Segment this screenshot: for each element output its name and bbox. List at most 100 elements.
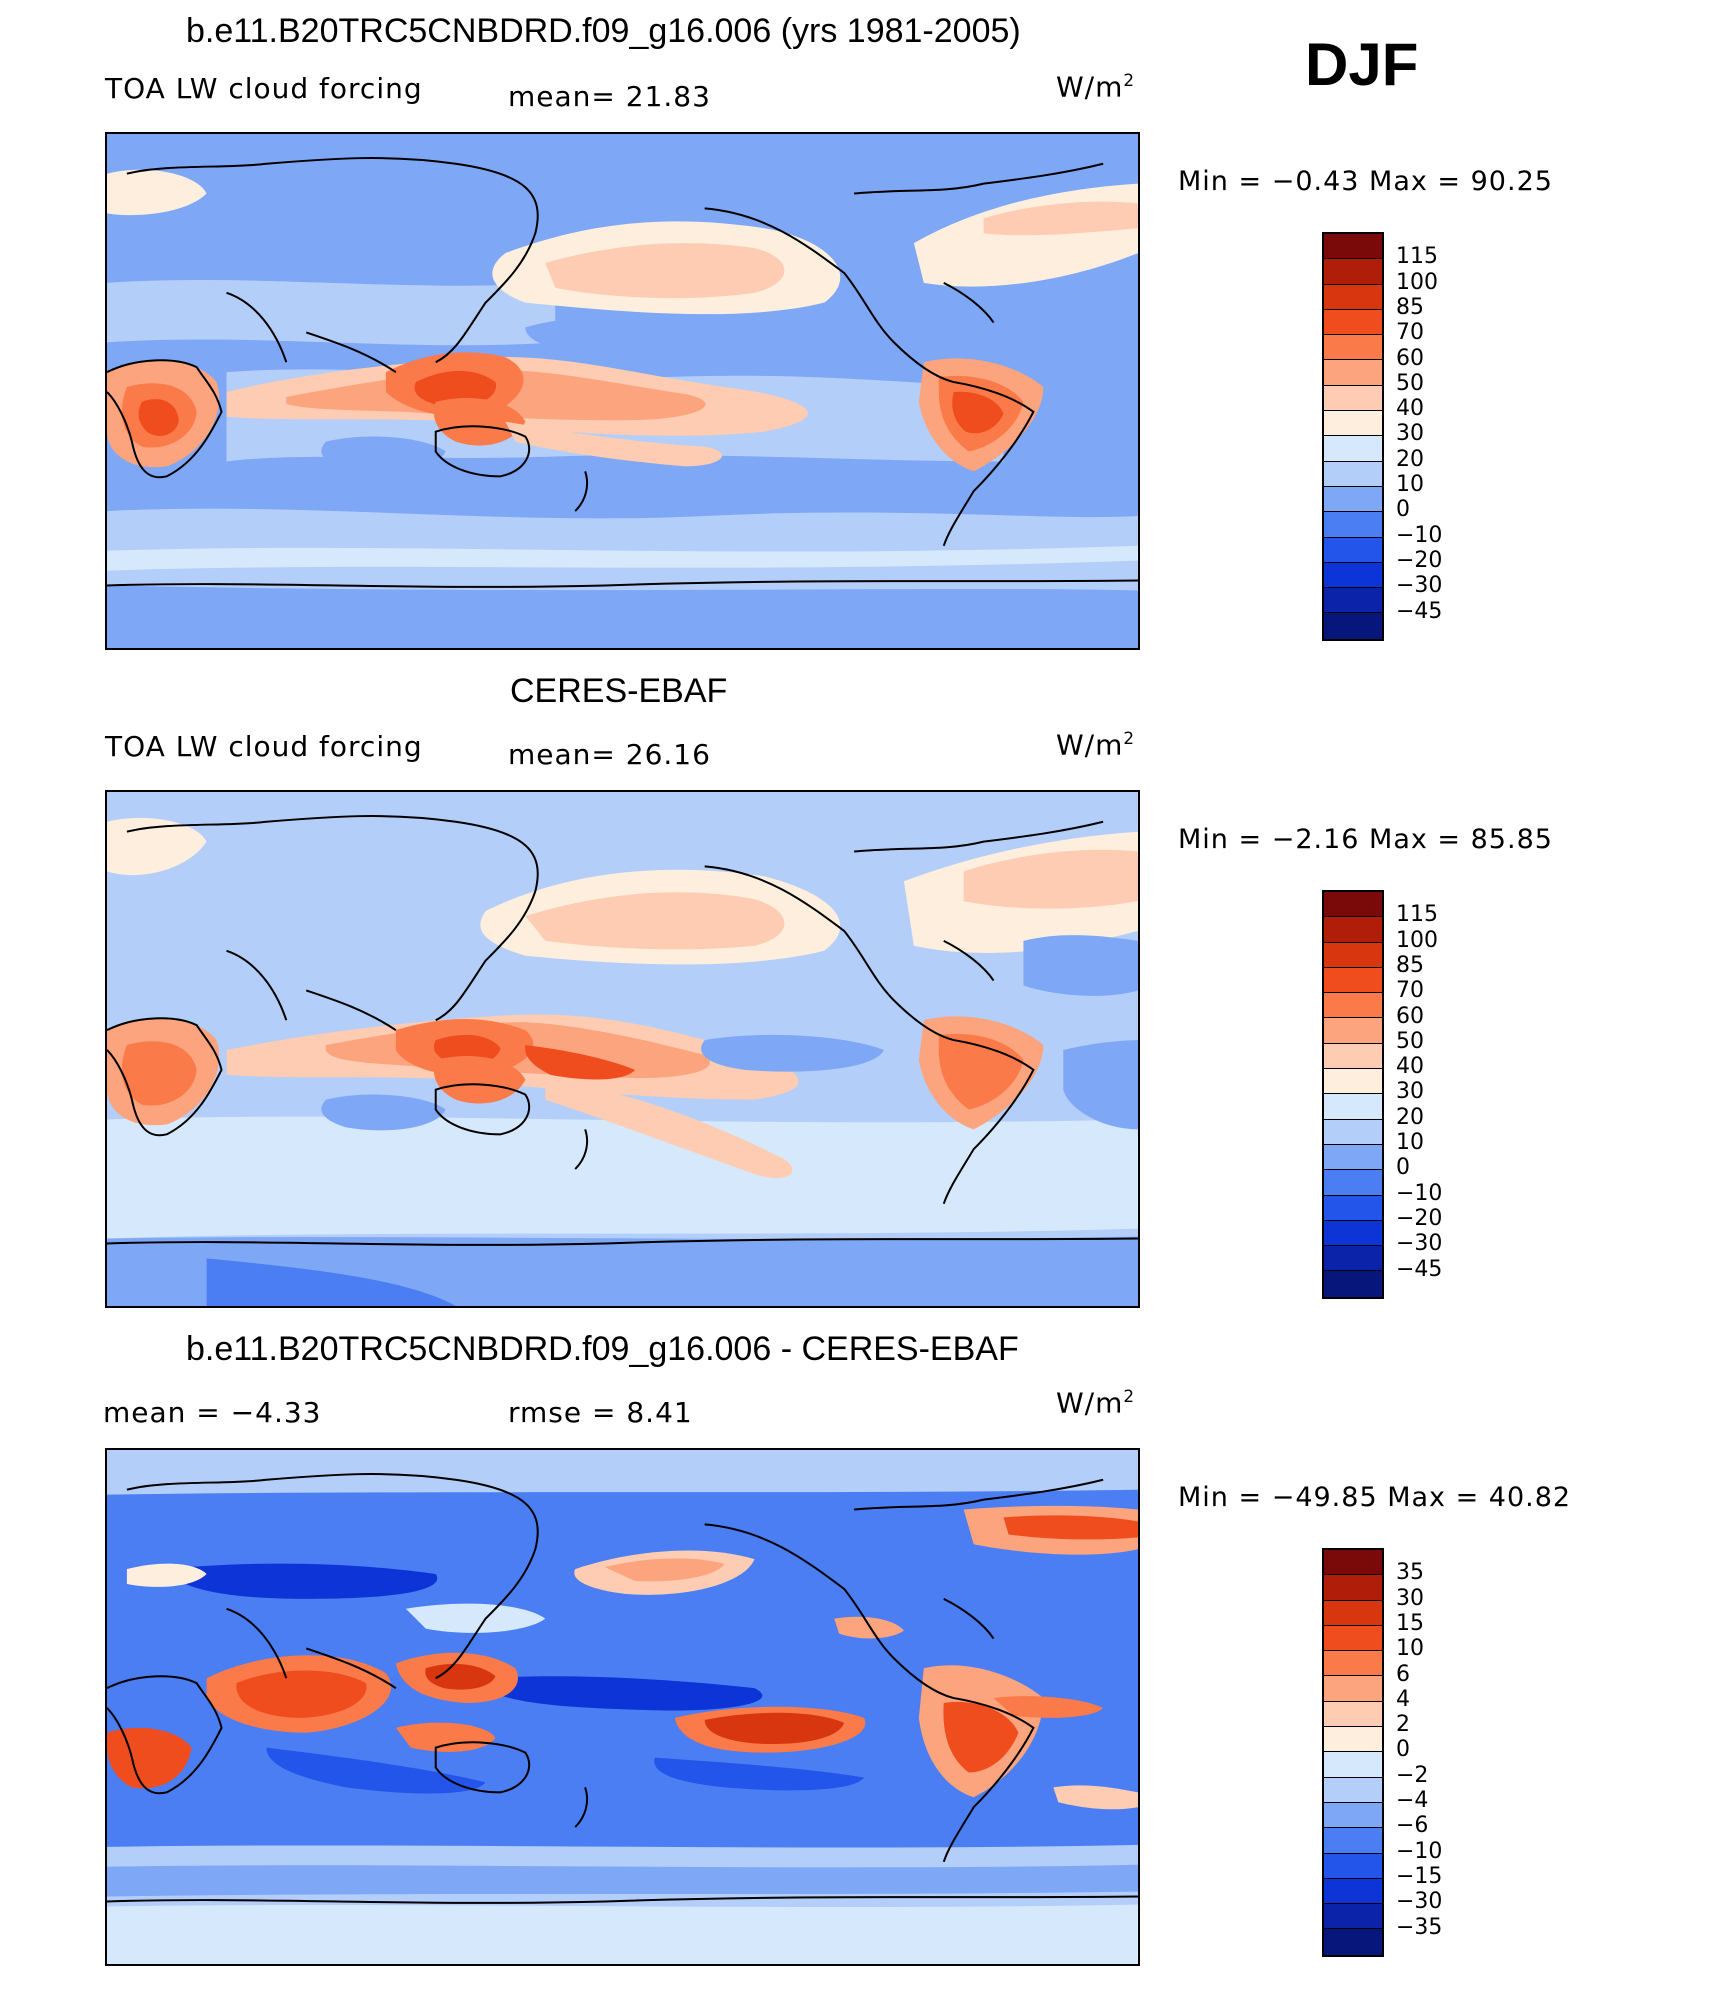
colorbar-swatch: [1324, 385, 1382, 412]
colorbar-swatch: [1324, 1043, 1382, 1070]
colorbar-tick-label: −10: [1396, 1838, 1443, 1864]
panel-1-variable-label: TOA LW cloud forcing: [105, 72, 423, 105]
colorbar-swatch: [1324, 1600, 1382, 1626]
colorbar-swatch: [1324, 1802, 1382, 1829]
colorbar-tick-label: 60: [1396, 345, 1424, 371]
panel-1-units: W/m2: [1056, 70, 1136, 104]
colorbar-swatch: [1324, 1853, 1382, 1879]
colorbar-swatch: [1324, 892, 1382, 918]
colorbar-swatch: [1324, 335, 1382, 361]
colorbar-swatch: [1324, 588, 1382, 614]
colorbar-swatch: [1324, 942, 1382, 968]
colorbar-swatch: [1324, 1144, 1382, 1171]
colorbar-swatch: [1324, 917, 1382, 943]
colorbar-tick-label: 35: [1396, 1560, 1424, 1586]
colorbar-tick-label: 10: [1396, 1636, 1424, 1662]
colorbar-swatch: [1324, 1575, 1382, 1601]
panel-2-title: CERES-EBAF: [510, 672, 728, 710]
colorbar-swatch: [1324, 613, 1382, 639]
panel-2-colorbar: [1322, 890, 1384, 1299]
panel-1-colorbar: [1322, 232, 1384, 641]
panel-3-rmse: rmse = 8.41: [508, 1396, 693, 1429]
colorbar-tick-label: 115: [1396, 244, 1438, 270]
colorbar-swatch: [1324, 1119, 1382, 1145]
colorbar-swatch: [1324, 1651, 1382, 1677]
colorbar-tick-label: 40: [1396, 396, 1424, 422]
colorbar-tick-label: 100: [1396, 927, 1438, 953]
colorbar-swatch: [1324, 1828, 1382, 1854]
colorbar-swatch: [1324, 1676, 1382, 1702]
colorbar-swatch: [1324, 1220, 1382, 1247]
colorbar-tick-label: −4: [1396, 1788, 1429, 1813]
colorbar-swatch: [1324, 1727, 1382, 1753]
colorbar-tick-label: 0: [1396, 497, 1410, 523]
colorbar-swatch: [1324, 1777, 1382, 1803]
panel-3-minmax: Min = −49.85 Max = 40.82: [1178, 1482, 1572, 1513]
panel-2-units: W/m2: [1056, 728, 1136, 762]
colorbar-swatch: [1324, 1878, 1382, 1905]
panel-3-title: b.e11.B20TRC5CNBDRD.f09_g16.006 - CERES-…: [186, 1330, 1019, 1368]
colorbar-tick-label: 60: [1396, 1003, 1424, 1029]
colorbar-tick-label: −30: [1396, 573, 1443, 599]
colorbar-swatch: [1324, 1550, 1382, 1576]
panel-3-colorbar: [1322, 1548, 1384, 1957]
colorbar-tick-label: 100: [1396, 269, 1438, 295]
colorbar-swatch: [1324, 1018, 1382, 1044]
panel-3-units: W/m2: [1056, 1386, 1136, 1420]
colorbar-tick-label: −10: [1396, 522, 1443, 548]
colorbar-swatch: [1324, 1246, 1382, 1272]
colorbar-tick-label: 70: [1396, 978, 1424, 1004]
colorbar-swatch: [1324, 1094, 1382, 1120]
colorbar-swatch: [1324, 259, 1382, 285]
colorbar-swatch: [1324, 1929, 1382, 1955]
colorbar-tick-label: 40: [1396, 1054, 1424, 1080]
colorbar-swatch: [1324, 1752, 1382, 1778]
colorbar-swatch: [1324, 436, 1382, 462]
colorbar-tick-label: 50: [1396, 370, 1424, 396]
colorbar-swatch: [1324, 1069, 1382, 1095]
colorbar-tick-label: −45: [1396, 598, 1443, 624]
colorbar-tick-label: 20: [1396, 1104, 1424, 1130]
colorbar-tick-label: 10: [1396, 472, 1424, 497]
colorbar-tick-label: 85: [1396, 952, 1424, 978]
panel-3-mean: mean = −4.33: [103, 1396, 322, 1429]
panel-1-mean: mean= 21.83: [508, 80, 711, 113]
panel-2-minmax: Min = −2.16 Max = 85.85: [1178, 824, 1553, 855]
colorbar-swatch: [1324, 486, 1382, 513]
colorbar-swatch: [1324, 1195, 1382, 1221]
colorbar-tick-label: −35: [1396, 1914, 1443, 1940]
panel-2-variable-label: TOA LW cloud forcing: [105, 730, 423, 763]
colorbar-swatch: [1324, 562, 1382, 589]
colorbar-swatch: [1324, 967, 1382, 994]
panel-1-field: [107, 134, 1138, 648]
colorbar-tick-label: 30: [1396, 1585, 1424, 1611]
colorbar-swatch: [1324, 993, 1382, 1019]
colorbar-tick-label: 30: [1396, 1079, 1424, 1105]
colorbar-swatch: [1324, 537, 1382, 563]
panel-3-field: [107, 1450, 1138, 1964]
colorbar-swatch: [1324, 1271, 1382, 1297]
colorbar-tick-label: 2: [1396, 1712, 1410, 1738]
colorbar-tick-label: 85: [1396, 294, 1424, 320]
panel-2-mean: mean= 26.16: [508, 738, 711, 771]
panel-2-map: [105, 790, 1140, 1308]
colorbar-swatch: [1324, 234, 1382, 260]
colorbar-tick-label: −30: [1396, 1889, 1443, 1915]
colorbar-tick-label: 4: [1396, 1686, 1410, 1712]
colorbar-swatch: [1324, 1170, 1382, 1196]
colorbar-tick-label: −45: [1396, 1256, 1443, 1282]
colorbar-swatch: [1324, 461, 1382, 487]
colorbar-swatch: [1324, 512, 1382, 538]
colorbar-tick-label: 0: [1396, 1737, 1410, 1763]
colorbar-tick-label: −15: [1396, 1863, 1443, 1889]
colorbar-swatch: [1324, 360, 1382, 386]
colorbar-swatch: [1324, 1625, 1382, 1652]
panel-3-map: [105, 1448, 1140, 1966]
colorbar-tick-label: 6: [1396, 1661, 1410, 1687]
colorbar-swatch: [1324, 1904, 1382, 1930]
colorbar-tick-label: 20: [1396, 446, 1424, 472]
colorbar-tick-label: 70: [1396, 320, 1424, 346]
colorbar-tick-label: 30: [1396, 421, 1424, 447]
colorbar-tick-label: −30: [1396, 1231, 1443, 1257]
panel-2-field: [107, 792, 1138, 1306]
